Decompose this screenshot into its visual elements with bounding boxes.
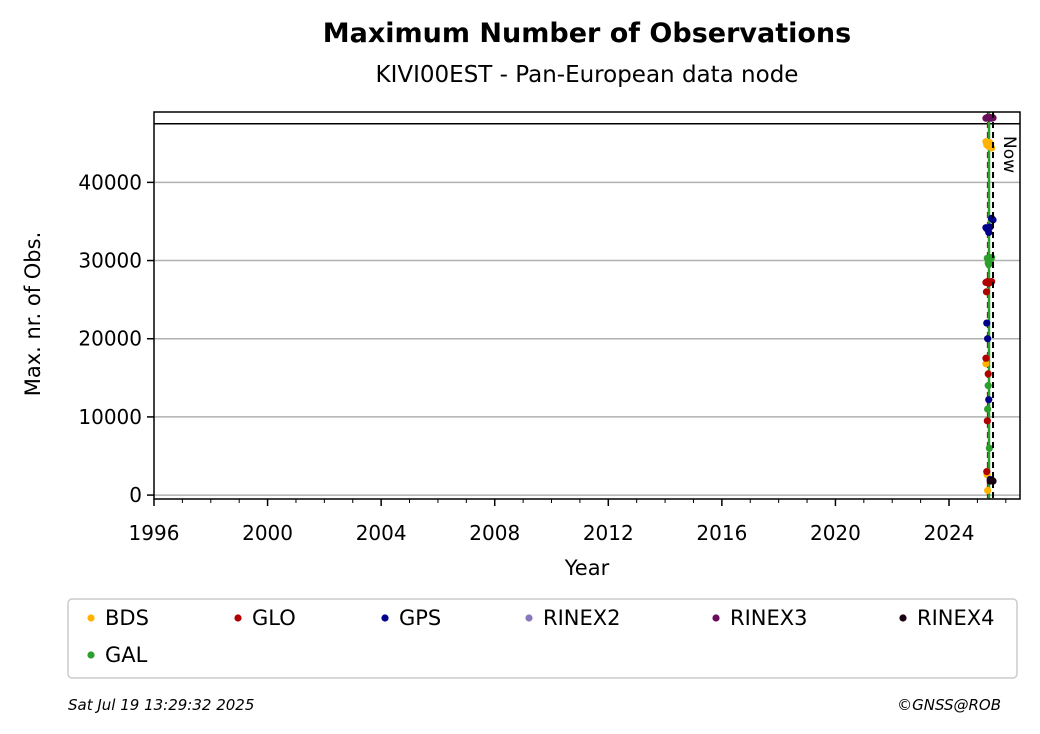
footer-copyright: ©GNSS@ROB [897,696,1001,714]
legend-marker-bds [87,614,95,622]
x-tick-label: 1996 [129,521,180,545]
legend-label-gps: GPS [399,606,441,630]
x-axis: 1996 2000 2004 2008 2012 2016 2020 2024 [129,499,1007,545]
y-axis: 0 10000 20000 30000 40000 [78,170,154,507]
y-tick-label: 30000 [78,249,142,273]
data-point-gal [985,444,993,452]
legend-marker-rinex4 [899,614,907,622]
grid-lines [154,122,1020,496]
y-tick-label: 10000 [78,405,142,429]
data-layer [982,112,997,499]
data-point-glo [982,288,991,296]
now-label: Now [999,136,1019,173]
x-tick-label: 2004 [356,521,407,545]
legend-label-glo: GLO [252,606,296,630]
data-point-gal [985,260,993,269]
legend-label-rinex2: RINEX2 [543,606,621,630]
legend: BDS GLO GPS RINEX2 RINEX3 RINEX4 GAL [67,598,1018,679]
legend-marker-gal [87,651,95,659]
data-point-rinex4 [989,477,997,485]
legend-marker-gps [381,614,389,622]
legend-marker-rinex3 [712,614,720,622]
chart-subtitle: KIVI00EST - Pan-European data node [376,62,799,88]
x-tick-label: 2012 [583,521,634,545]
y-tick-label: 0 [129,483,142,507]
x-tick-label: 2008 [469,521,520,545]
y-tick-label: 20000 [78,327,142,351]
data-point-glo [988,278,996,286]
data-point-gps [986,223,994,231]
data-point-gal [984,405,992,413]
y-axis-label: Max. nr. of Obs. [21,232,45,397]
x-tick-label: 2000 [242,521,293,545]
y-tick-label: 40000 [78,170,142,194]
x-tick-label: 2016 [696,521,747,545]
x-tick-label: 2020 [810,521,861,545]
legend-label-rinex4: RINEX4 [917,606,995,630]
legend-label-gal: GAL [105,643,148,667]
chart-title: Maximum Number of Observations [323,18,851,49]
legend-frame [67,598,1018,679]
data-point-gps [983,319,991,327]
data-point-gps [985,396,993,404]
data-point-gps [984,335,992,343]
data-point-gal [984,382,992,390]
legend-label-rinex3: RINEX3 [730,606,808,630]
data-point-glo [983,417,991,425]
legend-marker-rinex2 [525,614,533,622]
legend-marker-glo [234,614,242,622]
data-point-glo [984,370,992,378]
data-point-gps [989,216,997,224]
footer-timestamp: Sat Jul 19 13:29:32 2025 [68,696,254,714]
data-point-bds [982,360,990,368]
x-tick-label: 2024 [924,521,975,545]
data-point-bds [984,486,992,494]
data-point-bds [988,144,996,152]
x-axis-label: Year [564,556,610,580]
data-point-gal [988,253,996,262]
legend-label-bds: BDS [105,606,149,630]
data-point-gps [985,228,993,236]
data-point-glo [982,354,990,362]
plot-frame [153,111,1021,500]
data-point-glo [983,468,991,476]
